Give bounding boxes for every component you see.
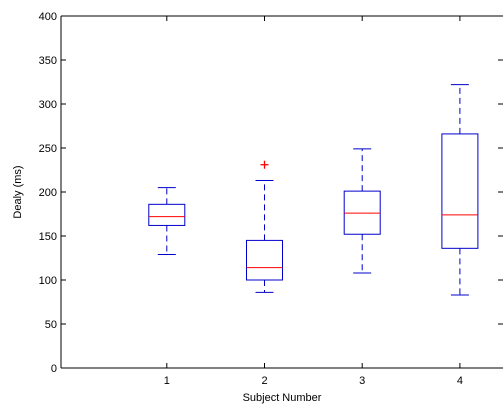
iqr-box: [441, 133, 479, 249]
y-tick-label: 0: [51, 363, 57, 375]
y-tick-label: 400: [39, 11, 57, 23]
y-tick-label: 250: [39, 143, 57, 155]
x-tick-label: 2: [261, 375, 267, 387]
box-1: [148, 187, 186, 255]
box-4: [441, 84, 479, 296]
y-tick-label: 350: [39, 55, 57, 67]
box-series: [148, 84, 479, 296]
x-axis-ticks: 12345: [164, 16, 463, 387]
box-2: [246, 160, 283, 293]
y-axis-ticks: 0 50 100 150 200 250 300 350 400: [39, 11, 503, 375]
y-tick-label: 150: [39, 231, 57, 243]
y-tick-label: 200: [39, 187, 57, 199]
x-tick-label: 1: [164, 375, 170, 387]
y-tick-label: 300: [39, 99, 57, 111]
box-3: [343, 148, 381, 274]
x-tick-label: 3: [359, 375, 365, 387]
x-axis-label: Subject Number: [243, 392, 322, 404]
iqr-box: [246, 239, 283, 281]
y-tick-label: 100: [39, 275, 57, 287]
iqr-box: [148, 203, 186, 226]
y-axis-label: Dealy (ms): [12, 165, 24, 218]
x-tick-label: 4: [457, 375, 463, 387]
plot-area: [61, 16, 503, 368]
y-tick-label: 50: [45, 319, 57, 331]
